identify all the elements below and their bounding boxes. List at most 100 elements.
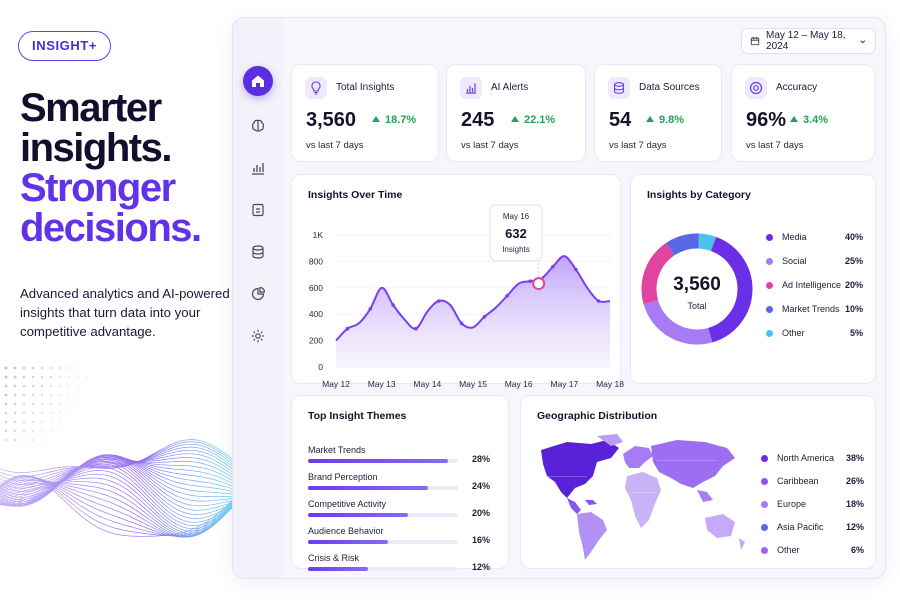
data-point [596,299,601,303]
legend-item[interactable]: Market Trends [766,304,840,314]
kpi-subtext: vs last 7 days [306,140,364,151]
kpi-card-ai-alerts[interactable]: AI Alerts 245 22.1% vs last 7 days [446,64,586,162]
legend-item[interactable]: Other [766,328,805,338]
legend-swatch [761,546,768,554]
dashboard-window: May 12 – May 18, 2024 Total Insights 3,5… [232,17,886,579]
legend-swatch [766,281,773,289]
data-point [459,321,464,326]
kpi-card-data-sources[interactable]: Data Sources 54 9.8% vs last 7 days [594,64,722,162]
legend-percent: 26% [845,476,864,486]
legend-label: Market Trends [782,304,840,314]
sidebar-item-segments[interactable] [243,279,273,309]
legend-label: North America [777,453,835,463]
world-map-continents [541,434,745,560]
headline-line-3: Stronger [20,166,176,210]
database-icon [608,77,630,99]
theme-bar-fill [308,540,388,544]
sidebar-item-settings[interactable] [243,321,273,351]
x-tick-label: May 13 [368,379,396,389]
kpi-label: Total Insights [336,82,395,93]
sidebar-item-reports[interactable] [243,195,273,225]
legend-item[interactable]: Other [761,545,800,555]
legend-item[interactable]: Social [766,256,807,266]
x-tick-label: May 16 [505,379,533,389]
headline: Smarter insights. Stronger decisions. [20,86,202,250]
card-title: Top Insight Themes [308,410,407,422]
sidebar-item-data[interactable] [243,237,273,267]
theme-percent: 20% [472,508,491,518]
x-tick-label: May 12 [322,379,350,389]
legend-label: Asia Pacific [777,522,824,532]
donut-slice-media [707,236,753,343]
card-title: Insights Over Time [308,189,403,201]
data-point [345,326,350,331]
theme-bar [308,513,458,517]
legend-item[interactable]: Caribbean [761,476,819,486]
donut-slice-market-trends [666,233,699,256]
target-icon [745,77,767,99]
data-point [368,307,373,311]
legend-item[interactable]: Ad Intelligence [766,280,841,290]
tooltip-value: 632 [505,226,527,241]
date-range-picker[interactable]: May 12 – May 18, 2024 [741,28,876,54]
kpi-value: 96% [746,109,787,131]
theme-label: Brand Perception [308,472,378,482]
sidebar [233,18,283,578]
theme-label: Crisis & Risk [308,553,359,563]
theme-bar-fill [308,459,448,463]
lightbulb-icon [305,77,327,99]
data-point [391,303,395,307]
donut-total-label: Total [687,301,707,311]
headline-line-4: decisions. [20,206,202,250]
legend-swatch [766,305,773,313]
legend-item[interactable]: North America [761,453,834,463]
data-point [551,264,555,269]
legend-item[interactable]: Media [766,232,807,242]
brand-logo[interactable]: INSIGHT+ [18,31,112,61]
kpi-subtext: vs last 7 days [461,140,519,151]
insights-by-category-card: Insights by Category 3,560 Total Media 40… [630,174,876,384]
chevron-down-icon [860,39,866,43]
donut-slice-ad-intelligence [641,242,675,305]
kpi-value: 54 [609,109,632,131]
kpi-value: 245 [461,109,495,131]
legend-item[interactable]: Asia Pacific [761,522,824,532]
legend-label: Europe [777,499,807,509]
calendar-icon [750,36,760,46]
legend-label: Media [782,232,807,242]
legend-item[interactable]: Europe [761,499,806,509]
kpi-delta: 22.1% [511,114,555,126]
legend-percent: 5% [849,328,863,338]
kpi-delta: 18.7% [372,114,416,126]
theme-label: Market Trends [308,445,366,455]
legend-swatch [766,257,773,265]
brain-icon [251,119,265,132]
chart-tooltip [489,204,543,262]
settings-icon [251,329,265,343]
kpi-label: AI Alerts [491,82,529,93]
y-tick-label: 0 [318,362,323,372]
donut-total-value: 3,560 [673,274,721,295]
theme-bar [308,486,458,490]
database-icon [252,245,264,259]
legend-label: Caribbean [777,476,819,486]
data-point [528,279,532,283]
kpi-card-total-insights[interactable]: Total Insights 3,560 18.7% vs last 7 day… [291,64,439,162]
legend-swatch [761,454,768,462]
kpi-subtext: vs last 7 days [609,140,667,151]
theme-bar-fill [308,486,428,490]
theme-bar-fill [308,513,408,517]
legend-percent: 20% [844,280,863,290]
legend-percent: 12% [845,522,864,532]
y-tick-label: 800 [309,256,323,266]
sidebar-item-ai[interactable] [243,111,273,141]
theme-percent: 16% [472,535,491,545]
headline-line-1: Smarter [20,86,162,130]
data-point [482,315,487,319]
pie-chart-icon [251,286,266,301]
sidebar-item-analytics[interactable] [243,153,273,183]
theme-percent: 28% [472,454,491,464]
sidebar-item-home[interactable] [243,66,273,96]
kpi-card-accuracy[interactable]: Accuracy 96% 3.4% vs last 7 days [731,64,875,162]
legend-percent: 40% [844,232,863,242]
